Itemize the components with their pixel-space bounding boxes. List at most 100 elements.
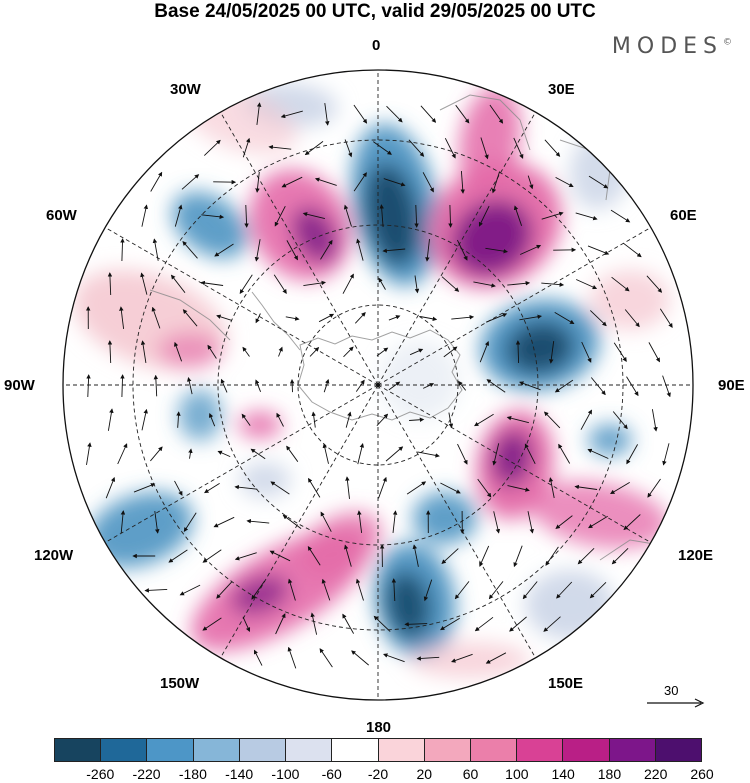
- wind-arrow: [152, 238, 159, 261]
- anomaly-blob: [590, 270, 670, 330]
- color-swatch: [655, 739, 702, 761]
- wind-arrow: [268, 144, 292, 150]
- wind-arrow: [320, 239, 333, 260]
- wind-arrow: [86, 374, 91, 398]
- wind-arrow: [414, 204, 419, 228]
- wind-arrow: [181, 174, 200, 190]
- wind-arrow: [250, 448, 266, 460]
- wind-arrow: [545, 546, 559, 566]
- wind-arrow: [382, 248, 406, 253]
- wind-arrow: [455, 104, 470, 124]
- wind-arrow: [207, 344, 217, 359]
- wind-arrow: [302, 212, 326, 220]
- wind-arrow: [408, 139, 425, 157]
- wind-arrow: [423, 383, 435, 389]
- wind-arrow: [187, 377, 193, 395]
- wind-arrow: [555, 515, 573, 529]
- wind-arrow: [255, 171, 260, 193]
- color-swatch: [609, 739, 656, 761]
- wind-arrow: [255, 313, 261, 324]
- wind-arrow: [324, 103, 330, 126]
- anomaly-blob: [172, 191, 248, 259]
- wind-arrow: [287, 646, 297, 669]
- wind-arrow: [282, 514, 302, 529]
- wind-arrow: [376, 413, 389, 427]
- wind-arrow: [133, 483, 156, 493]
- wind-arrow: [323, 378, 330, 393]
- wind-arrow: [417, 451, 440, 458]
- anomaly-blob: [588, 424, 632, 456]
- wind-arrow: [286, 240, 298, 261]
- wind-arrow: [241, 413, 251, 426]
- wind-arrow: [244, 204, 249, 228]
- wind-arrow: [373, 141, 392, 155]
- lon-label-30w: 30W: [170, 81, 201, 98]
- wind-arrow: [574, 484, 598, 490]
- wind-arrow: [613, 342, 627, 362]
- wind-arrow: [246, 519, 270, 524]
- wind-arrow: [383, 178, 406, 187]
- wind-arrow: [541, 211, 564, 220]
- wind-arrow: [307, 545, 321, 566]
- wind-arrow: [354, 312, 366, 324]
- wind-arrow: [176, 411, 181, 428]
- lon-label-180: 180: [366, 719, 392, 736]
- wind-arrow: [388, 315, 401, 321]
- wind-arrow: [659, 308, 673, 328]
- anomaly-blob: [86, 492, 194, 568]
- wind-arrow: [489, 104, 504, 124]
- wind-arrow: [612, 411, 628, 430]
- wind-arrow: [478, 205, 490, 227]
- wind-arrow: [485, 313, 508, 323]
- wind-arrow: [239, 274, 253, 294]
- lon-label-0: 0: [372, 37, 381, 54]
- color-swatch: [424, 739, 471, 761]
- wind-arrow: [391, 578, 397, 602]
- wind-arrow: [234, 552, 257, 561]
- anomaly-blob: [239, 462, 291, 498]
- wind-arrow: [154, 511, 160, 534]
- wind-arrow: [386, 105, 403, 123]
- wind-arrow: [202, 549, 222, 563]
- wind-arrow: [168, 549, 188, 563]
- color-scale-tick: -180: [178, 766, 207, 782]
- wind-arrow: [201, 214, 225, 220]
- wind-arrow: [280, 110, 303, 119]
- color-swatch: [563, 739, 610, 761]
- color-swatch: [147, 739, 194, 761]
- wind-arrow: [460, 170, 465, 194]
- wind-arrow: [353, 104, 368, 124]
- wind-arrow: [179, 584, 201, 596]
- wind-arrow: [626, 376, 639, 397]
- wind-arrow: [281, 176, 303, 188]
- lon-label-30e: 30E: [548, 81, 575, 98]
- wind-arrow: [543, 616, 561, 632]
- lon-label-60e: 60E: [670, 207, 697, 224]
- wind-arrow: [611, 547, 629, 565]
- wind-arrow: [520, 244, 542, 255]
- brand-mark: ©: [723, 37, 732, 48]
- anomaly-blob: [238, 411, 282, 439]
- color-scale-tick: 100: [505, 766, 529, 782]
- wind-arrow: [242, 616, 251, 633]
- wind-arrow: [576, 279, 598, 290]
- color-swatch: [517, 739, 564, 761]
- wind-arrow: [474, 413, 494, 427]
- wind-arrow: [454, 581, 470, 600]
- wind-arrow: [515, 340, 521, 364]
- wind-arrow: [488, 581, 504, 600]
- color-swatch: [286, 739, 333, 761]
- wind-arrow: [420, 105, 437, 123]
- wind-arrow: [409, 348, 424, 356]
- wind-arrow: [480, 137, 489, 160]
- wind-arrow: [234, 484, 258, 490]
- wind-arrow: [383, 653, 405, 663]
- wind-arrow: [216, 314, 232, 321]
- wind-arrow: [443, 346, 458, 358]
- wind-arrow: [216, 581, 233, 599]
- wind-arrow: [117, 443, 128, 465]
- wind-arrow: [409, 417, 425, 422]
- meridian-line: [220, 384, 379, 659]
- wind-vectors: [85, 102, 673, 669]
- color-scale-tick: -60: [321, 766, 342, 782]
